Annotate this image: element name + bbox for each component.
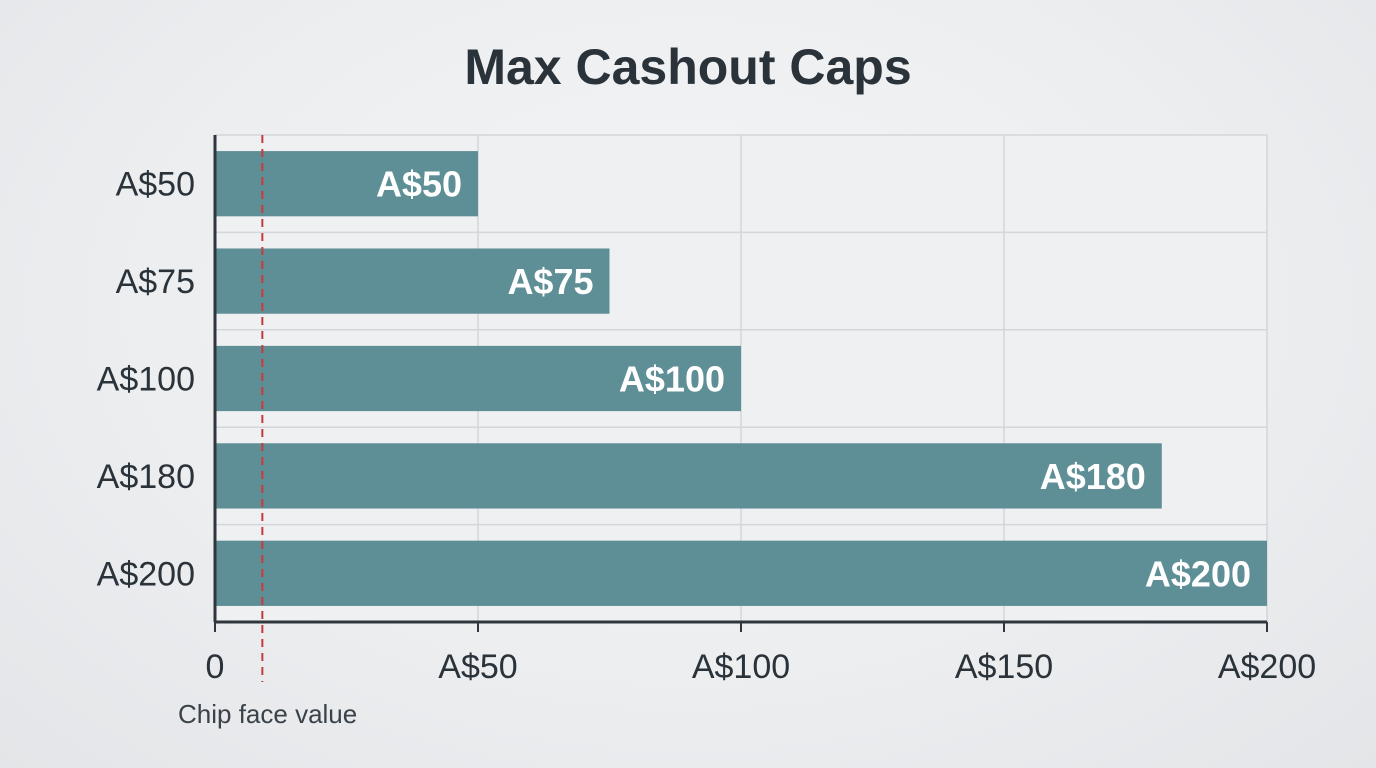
- y-tick-label: A$200: [97, 555, 195, 593]
- bar: [215, 248, 610, 314]
- x-tick-label: 0: [206, 648, 225, 686]
- bar-value-label: A$100: [619, 359, 725, 400]
- chart-title: Max Cashout Caps: [464, 39, 912, 95]
- y-tick-label: A$75: [116, 263, 195, 301]
- bar: [215, 540, 1267, 606]
- bar: [215, 443, 1162, 509]
- x-tick-label: A$50: [438, 648, 517, 686]
- y-tick-label: A$100: [97, 361, 195, 399]
- y-tick-label: A$50: [116, 166, 195, 204]
- x-tick-label: A$100: [692, 648, 790, 686]
- x-tick-label: A$150: [955, 648, 1053, 686]
- reference-line-label: Chip face value: [178, 699, 357, 729]
- y-tick-label: A$180: [97, 458, 195, 496]
- bar-value-label: A$200: [1145, 553, 1251, 594]
- bar: [215, 345, 741, 412]
- bar-value-label: A$180: [1040, 456, 1146, 497]
- bar-value-label: A$75: [507, 261, 593, 302]
- bar: [215, 151, 478, 217]
- x-tick-label: A$200: [1218, 648, 1316, 686]
- bar-value-label: A$50: [376, 164, 462, 205]
